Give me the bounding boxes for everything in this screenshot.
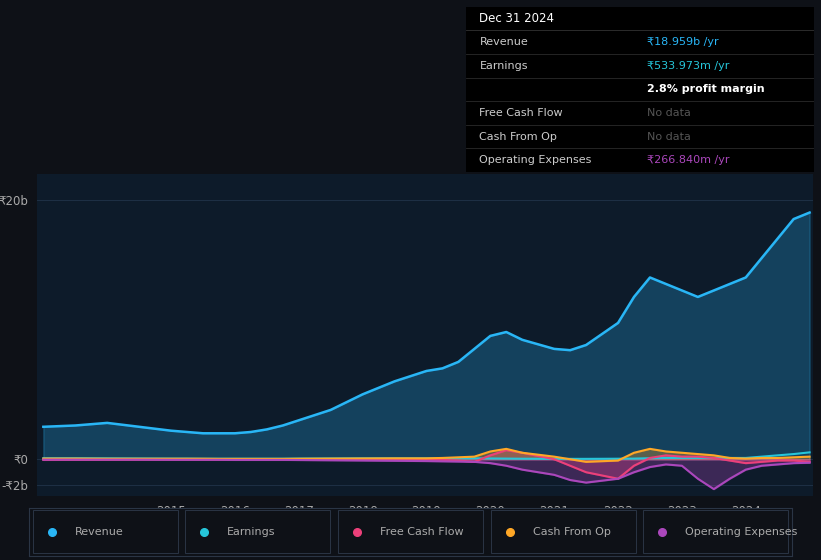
Text: ₹533.973m /yr: ₹533.973m /yr — [647, 60, 729, 71]
Text: Free Cash Flow: Free Cash Flow — [479, 108, 563, 118]
Text: Revenue: Revenue — [479, 37, 528, 47]
Text: 2.8% profit margin: 2.8% profit margin — [647, 85, 764, 94]
Text: No data: No data — [647, 132, 690, 142]
Text: Cash From Op: Cash From Op — [533, 527, 611, 536]
Text: ₹266.840m /yr: ₹266.840m /yr — [647, 155, 729, 165]
Text: Free Cash Flow: Free Cash Flow — [380, 527, 464, 536]
Text: No data: No data — [647, 108, 690, 118]
Text: Cash From Op: Cash From Op — [479, 132, 557, 142]
Text: Operating Expenses: Operating Expenses — [479, 155, 592, 165]
Text: Dec 31 2024: Dec 31 2024 — [479, 12, 554, 25]
Text: Earnings: Earnings — [227, 527, 276, 536]
Text: ₹18.959b /yr: ₹18.959b /yr — [647, 37, 718, 47]
Text: Revenue: Revenue — [75, 527, 123, 536]
Text: Earnings: Earnings — [479, 60, 528, 71]
Text: Operating Expenses: Operating Expenses — [686, 527, 798, 536]
